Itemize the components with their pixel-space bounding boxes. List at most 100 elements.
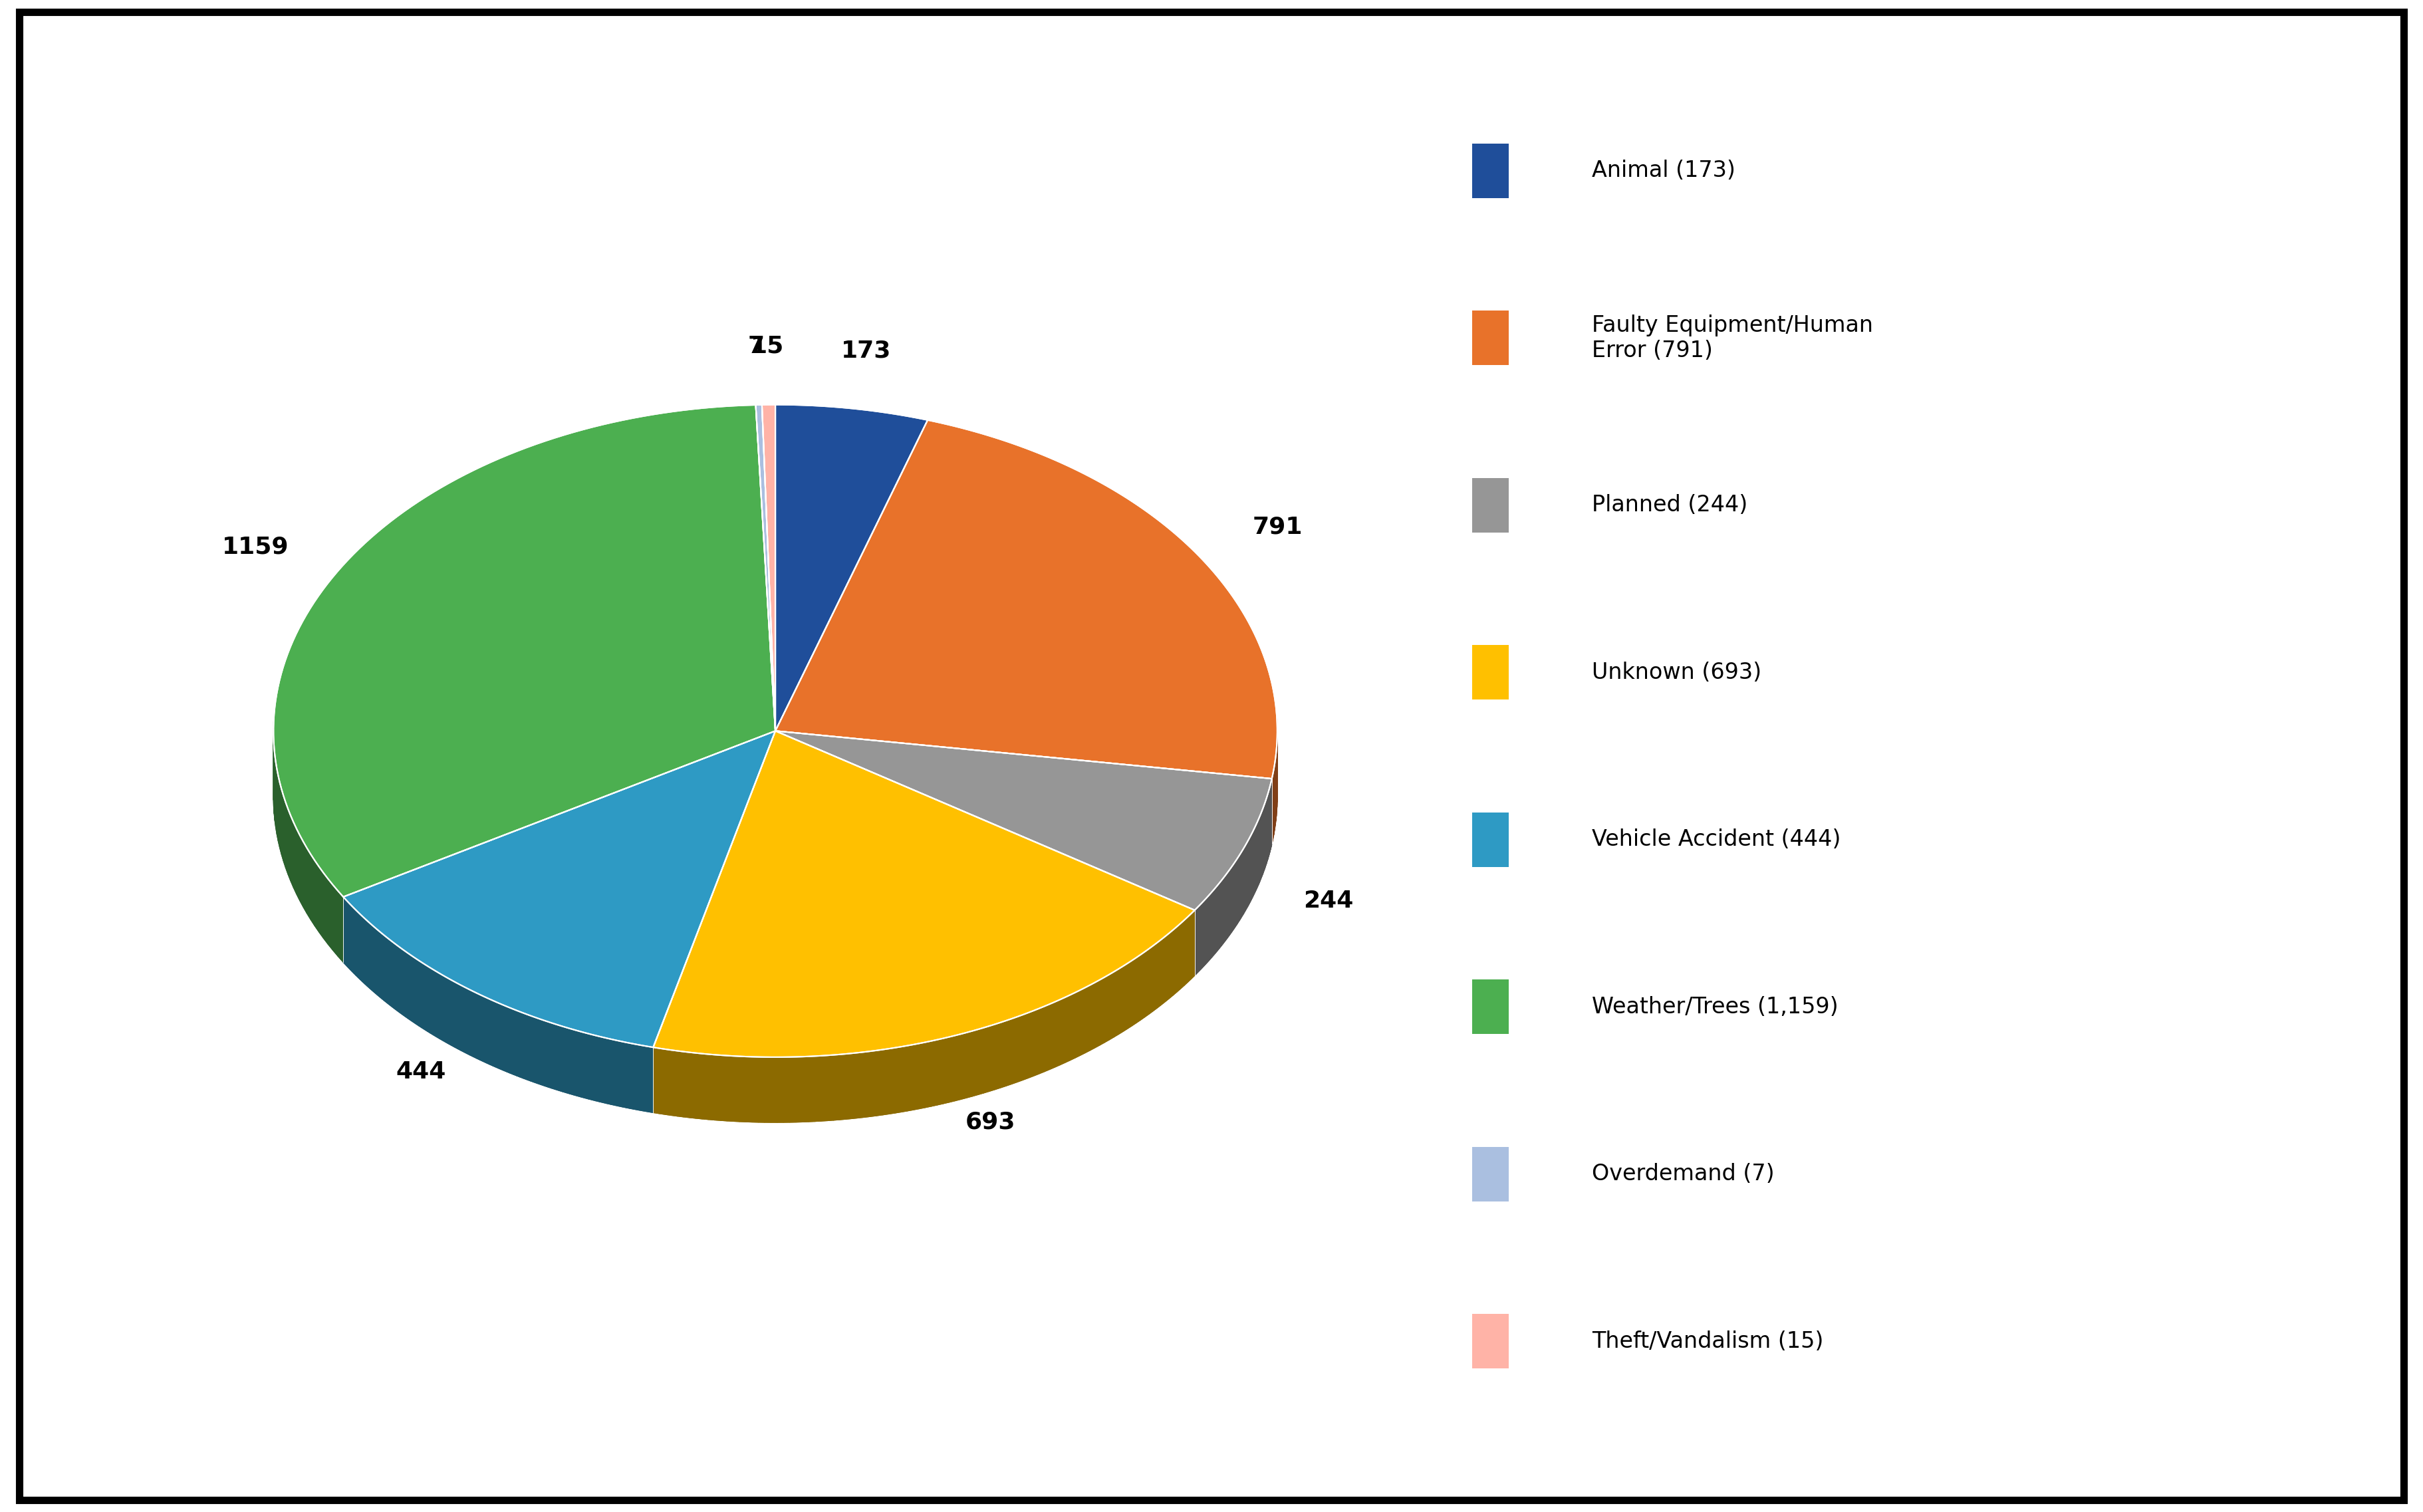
- Polygon shape: [538, 1018, 540, 1084]
- Text: Unknown (693): Unknown (693): [1592, 661, 1762, 683]
- Polygon shape: [446, 977, 448, 1043]
- Polygon shape: [1064, 995, 1071, 1063]
- Polygon shape: [727, 1055, 734, 1122]
- Polygon shape: [567, 1028, 569, 1093]
- Text: 1159: 1159: [223, 535, 288, 558]
- Polygon shape: [1090, 983, 1095, 1051]
- Polygon shape: [509, 1007, 514, 1075]
- Polygon shape: [596, 1036, 598, 1102]
- Polygon shape: [439, 974, 443, 1040]
- Polygon shape: [642, 1045, 645, 1111]
- Polygon shape: [487, 998, 489, 1064]
- Polygon shape: [775, 420, 1277, 779]
- Polygon shape: [758, 1057, 766, 1122]
- Polygon shape: [1039, 1007, 1044, 1074]
- Polygon shape: [1178, 924, 1180, 992]
- Polygon shape: [584, 1033, 589, 1099]
- Polygon shape: [783, 1057, 790, 1122]
- Polygon shape: [591, 1034, 596, 1101]
- Polygon shape: [1141, 953, 1144, 1021]
- Text: 173: 173: [841, 339, 892, 361]
- Polygon shape: [480, 995, 482, 1061]
- Text: Planned (244): Planned (244): [1592, 494, 1747, 516]
- Polygon shape: [388, 937, 390, 1004]
- Polygon shape: [846, 1054, 853, 1119]
- Polygon shape: [649, 1046, 654, 1113]
- Polygon shape: [514, 1009, 516, 1075]
- Polygon shape: [327, 878, 332, 950]
- Polygon shape: [1173, 927, 1178, 995]
- Polygon shape: [460, 986, 463, 1052]
- Polygon shape: [598, 1036, 603, 1102]
- Polygon shape: [528, 1015, 531, 1081]
- Polygon shape: [943, 1037, 950, 1104]
- Polygon shape: [400, 948, 402, 1015]
- Polygon shape: [761, 405, 775, 730]
- Polygon shape: [1044, 1004, 1049, 1072]
- Polygon shape: [1132, 957, 1136, 1027]
- Polygon shape: [300, 835, 303, 907]
- Polygon shape: [865, 1051, 870, 1117]
- Polygon shape: [766, 1057, 771, 1122]
- Polygon shape: [303, 842, 308, 913]
- Polygon shape: [739, 1057, 746, 1122]
- Polygon shape: [1049, 1002, 1054, 1069]
- Polygon shape: [967, 1031, 972, 1098]
- Polygon shape: [516, 1010, 521, 1077]
- Polygon shape: [841, 1054, 846, 1120]
- Polygon shape: [1006, 1019, 1010, 1086]
- Polygon shape: [383, 933, 385, 1001]
- Polygon shape: [775, 730, 1272, 910]
- Polygon shape: [482, 996, 487, 1063]
- Polygon shape: [489, 999, 492, 1066]
- Polygon shape: [666, 1049, 671, 1116]
- Polygon shape: [1115, 969, 1117, 1037]
- Polygon shape: [1136, 954, 1141, 1024]
- Polygon shape: [1149, 947, 1153, 1015]
- Polygon shape: [746, 1057, 751, 1122]
- Polygon shape: [308, 848, 310, 919]
- FancyBboxPatch shape: [1473, 812, 1510, 866]
- Polygon shape: [795, 1057, 802, 1122]
- Polygon shape: [882, 1049, 889, 1114]
- Polygon shape: [1195, 779, 1272, 975]
- Polygon shape: [913, 1043, 918, 1110]
- Text: Animal (173): Animal (173): [1592, 160, 1735, 181]
- Polygon shape: [625, 1042, 630, 1108]
- Polygon shape: [1110, 972, 1115, 1040]
- Polygon shape: [734, 1055, 739, 1122]
- Polygon shape: [332, 885, 339, 956]
- Polygon shape: [894, 1046, 901, 1113]
- Polygon shape: [826, 1055, 834, 1120]
- Polygon shape: [775, 405, 928, 730]
- Polygon shape: [504, 1005, 506, 1072]
- Polygon shape: [545, 1021, 548, 1087]
- FancyBboxPatch shape: [1473, 980, 1510, 1034]
- Polygon shape: [1158, 939, 1161, 1009]
- Polygon shape: [615, 1040, 618, 1107]
- FancyBboxPatch shape: [1473, 1146, 1510, 1201]
- Polygon shape: [1018, 1015, 1023, 1083]
- Polygon shape: [637, 1045, 642, 1111]
- Polygon shape: [320, 866, 325, 937]
- Polygon shape: [288, 809, 291, 881]
- Polygon shape: [468, 989, 470, 1055]
- Polygon shape: [395, 943, 397, 1010]
- Polygon shape: [889, 1048, 894, 1114]
- Polygon shape: [722, 1055, 727, 1120]
- Polygon shape: [463, 987, 468, 1054]
- Polygon shape: [906, 1045, 913, 1111]
- Polygon shape: [443, 975, 446, 1042]
- Polygon shape: [955, 1034, 960, 1101]
- Polygon shape: [325, 872, 327, 943]
- Polygon shape: [274, 721, 344, 962]
- Text: Vehicle Accident (444): Vehicle Accident (444): [1592, 829, 1841, 851]
- Polygon shape: [608, 1039, 611, 1104]
- Polygon shape: [434, 969, 436, 1037]
- Polygon shape: [523, 1013, 528, 1080]
- Text: 791: 791: [1253, 516, 1304, 538]
- Polygon shape: [996, 1022, 1001, 1090]
- Polygon shape: [1122, 963, 1127, 1031]
- Polygon shape: [456, 981, 458, 1049]
- Polygon shape: [1180, 921, 1185, 989]
